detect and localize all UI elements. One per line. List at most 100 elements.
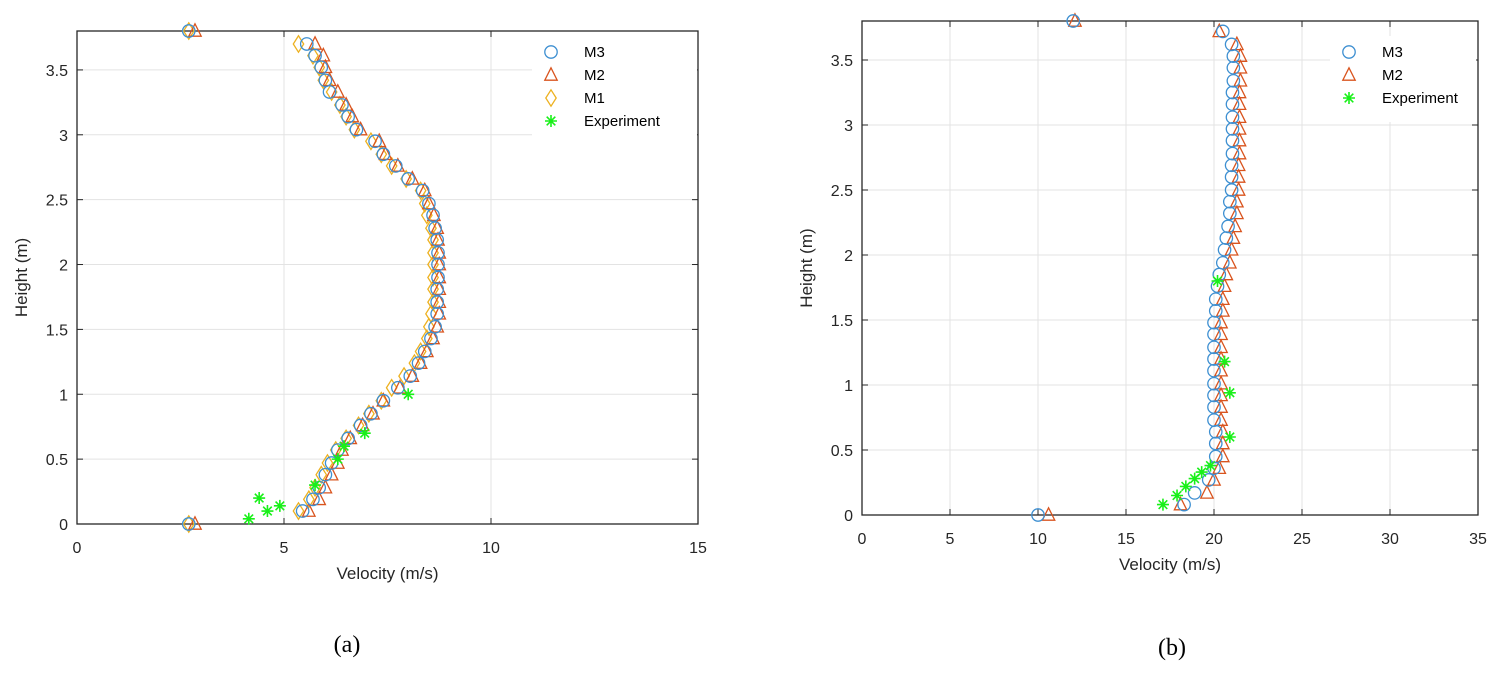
m2-point xyxy=(1213,375,1229,390)
m2-point xyxy=(1215,434,1231,450)
m3-point xyxy=(308,48,322,63)
m1-point xyxy=(302,489,315,509)
m3-point xyxy=(415,183,430,198)
m3-point xyxy=(314,60,329,75)
m2-point xyxy=(1229,193,1245,208)
legend-label: M3 xyxy=(584,44,605,61)
y-tick-label: 0 xyxy=(844,508,853,525)
m3-point xyxy=(1207,352,1221,366)
m2-point xyxy=(1219,265,1234,281)
m3-point xyxy=(364,406,378,421)
m3-point xyxy=(1225,85,1240,100)
m2-point xyxy=(1041,506,1056,521)
m2-point xyxy=(421,194,437,210)
experiment-point xyxy=(242,512,255,525)
chart-a: 0 5 10 15 0 0.5 1 1.5 2 2.5 3 3.5 Velocity (m/s) Heig… xyxy=(12,21,707,583)
m3-point xyxy=(1224,37,1239,52)
x-tick-label: 30 xyxy=(1381,531,1399,548)
m2-point xyxy=(324,466,339,481)
m3-point xyxy=(401,172,416,186)
m3-point xyxy=(1177,497,1191,512)
m3-point xyxy=(341,109,356,124)
m2-point xyxy=(187,515,203,530)
m3-point xyxy=(181,24,196,38)
legend-label: M2 xyxy=(1382,67,1403,84)
m3-point xyxy=(390,380,405,395)
m1-point xyxy=(418,194,431,213)
chart-b: 0 5 10 15 20 25 30 35 0 0.5 1 1.5 2 2.5 3 3.5 Velocity (… xyxy=(797,12,1487,574)
legend-box xyxy=(532,36,697,146)
m2-point xyxy=(1232,120,1247,135)
m3-point xyxy=(335,98,349,112)
m3-point xyxy=(1208,292,1223,307)
m2-point xyxy=(1213,362,1229,377)
m2-point xyxy=(318,479,333,494)
m2-point xyxy=(1224,241,1239,256)
m1-point xyxy=(422,317,435,337)
y-tick-label: 3 xyxy=(59,128,68,145)
m3-point xyxy=(1226,73,1241,88)
m3-point xyxy=(431,257,445,272)
y-tick-label: 2 xyxy=(59,258,68,275)
m3-point xyxy=(1217,242,1232,257)
m2-point xyxy=(1213,411,1229,426)
x-tick-label: 35 xyxy=(1469,531,1487,548)
m3-point xyxy=(1208,304,1223,318)
caption-b: (b) xyxy=(1158,635,1186,661)
legend-label: Experiment xyxy=(584,113,661,130)
m1-point xyxy=(385,378,398,398)
legend-label: M1 xyxy=(584,90,605,107)
y-tick-label: 3.5 xyxy=(46,63,68,80)
m3-point xyxy=(368,134,382,149)
m2-point xyxy=(1213,398,1229,413)
legend-label: Experiment xyxy=(1382,90,1459,107)
y-tick-label: 3 xyxy=(844,118,853,135)
legend-box xyxy=(1330,36,1476,122)
m3-point xyxy=(376,393,391,408)
m2-point xyxy=(187,22,203,37)
m2-point xyxy=(1215,302,1231,317)
experiment-point xyxy=(1179,480,1192,493)
m2-point xyxy=(1233,47,1248,62)
y-tick-label: 1 xyxy=(59,387,68,404)
x-tick-label: 0 xyxy=(858,531,867,548)
m3-point xyxy=(318,467,333,482)
experiment-point xyxy=(331,453,344,466)
m3-point xyxy=(181,517,196,531)
m3-point xyxy=(1222,206,1237,221)
x-axis-label: Velocity (m/s) xyxy=(1119,555,1221,574)
m3-point xyxy=(428,221,442,236)
experiment-point xyxy=(261,505,274,518)
m2-point xyxy=(1232,83,1247,99)
m1-point xyxy=(398,366,411,386)
y-tick-label: 0 xyxy=(59,517,68,534)
x-tick-label: 0 xyxy=(73,540,82,557)
legend-m2-marker xyxy=(1341,66,1357,81)
m2-point xyxy=(1067,12,1083,27)
m3-point xyxy=(422,196,436,211)
m3-point xyxy=(341,431,356,446)
experiment-point xyxy=(253,492,266,505)
m3-point xyxy=(1187,486,1202,500)
x-tick-label: 5 xyxy=(280,540,289,557)
y-tick-label: 0.5 xyxy=(46,452,68,469)
m3-point xyxy=(318,73,333,88)
m3-point xyxy=(1031,508,1045,522)
m1-point xyxy=(321,453,334,473)
y-tick-label: 1.5 xyxy=(46,322,68,339)
plot-area-frame xyxy=(76,30,699,525)
x-tick-label: 25 xyxy=(1293,531,1311,548)
m3-point xyxy=(1219,231,1234,245)
y-axis-label: Height (m) xyxy=(12,238,31,317)
experiment-point xyxy=(1204,459,1217,472)
legend-label: M2 xyxy=(584,67,605,84)
x-tick-label: 10 xyxy=(482,540,500,557)
legend-experiment-marker xyxy=(1343,92,1355,104)
plot-area-frame xyxy=(861,20,1479,516)
m3-point xyxy=(1226,60,1241,75)
experiment-point xyxy=(1156,498,1169,511)
m3-point xyxy=(1225,97,1240,112)
m3-point xyxy=(428,319,442,334)
m2-point xyxy=(1232,95,1247,111)
